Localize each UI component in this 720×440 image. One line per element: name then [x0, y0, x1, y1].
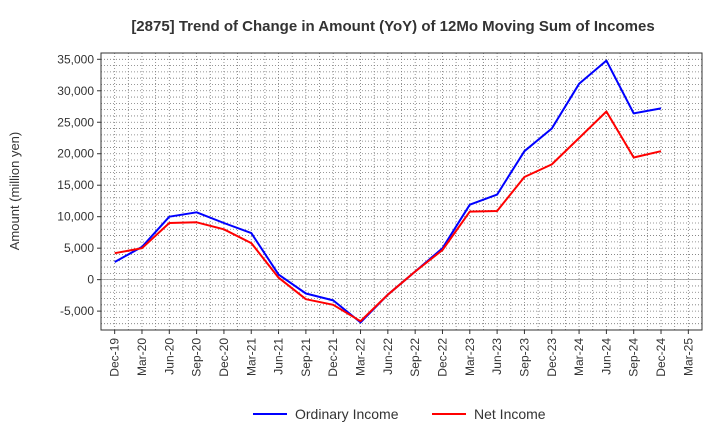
x-tick-label: Dec-24	[654, 338, 668, 377]
legend: Ordinary Income Net Income	[253, 406, 546, 422]
y-axis-label: Amount (million yen)	[7, 132, 22, 251]
series-line-net-income	[114, 110, 662, 323]
x-tick-label: Jun-23	[490, 338, 504, 375]
x-tick-label: Mar-25	[681, 338, 695, 376]
x-tick-label: Jun-22	[381, 338, 395, 375]
x-tick-label: Mar-24	[572, 338, 586, 376]
y-tick-label: 30,000	[57, 84, 94, 98]
x-tick-label: Dec-23	[545, 338, 559, 377]
x-tick-label: Jun-20	[162, 338, 176, 375]
plot-area: -5,000 0 5,000 10,000 15,000 20,000 25,000 30,0…	[57, 52, 703, 377]
x-tick-label: Mar-22	[354, 338, 368, 376]
legend-label-net-income: Net Income	[474, 406, 546, 422]
x-tick-label: Sep-20	[190, 338, 204, 377]
y-tick-label: 5,000	[64, 241, 94, 255]
x-tick-label: Dec-22	[435, 338, 449, 377]
x-tick-label: Jun-21	[272, 338, 286, 375]
x-tick-label: Dec-21	[326, 338, 340, 377]
x-tick-label: Dec-20	[217, 338, 231, 377]
y-tick-label: 35,000	[57, 52, 94, 66]
y-tick-label: 0	[87, 273, 94, 287]
x-tick-label: Sep-24	[627, 338, 641, 377]
x-tick-label: Sep-23	[517, 338, 531, 377]
plot-border	[100, 52, 703, 331]
y-tick-label: 20,000	[57, 147, 94, 161]
x-tick-label: Sep-21	[299, 338, 313, 377]
x-tick-label: Mar-20	[135, 338, 149, 376]
y-tick-label: 15,000	[57, 178, 94, 192]
chart-title: [2875] Trend of Change in Amount (YoY) o…	[131, 18, 654, 35]
x-tick-label: Sep-22	[408, 338, 422, 377]
x-tick-label: Jun-24	[599, 338, 613, 375]
x-tick-label: Dec-19	[108, 338, 122, 377]
y-tick-label: 10,000	[57, 210, 94, 224]
y-tick-label: -5,000	[60, 304, 94, 318]
x-tick-label: Mar-23	[463, 338, 477, 376]
y-tick-label: 25,000	[57, 115, 94, 129]
legend-label-ordinary-income: Ordinary Income	[295, 406, 399, 422]
x-tick-label: Mar-21	[244, 338, 258, 376]
